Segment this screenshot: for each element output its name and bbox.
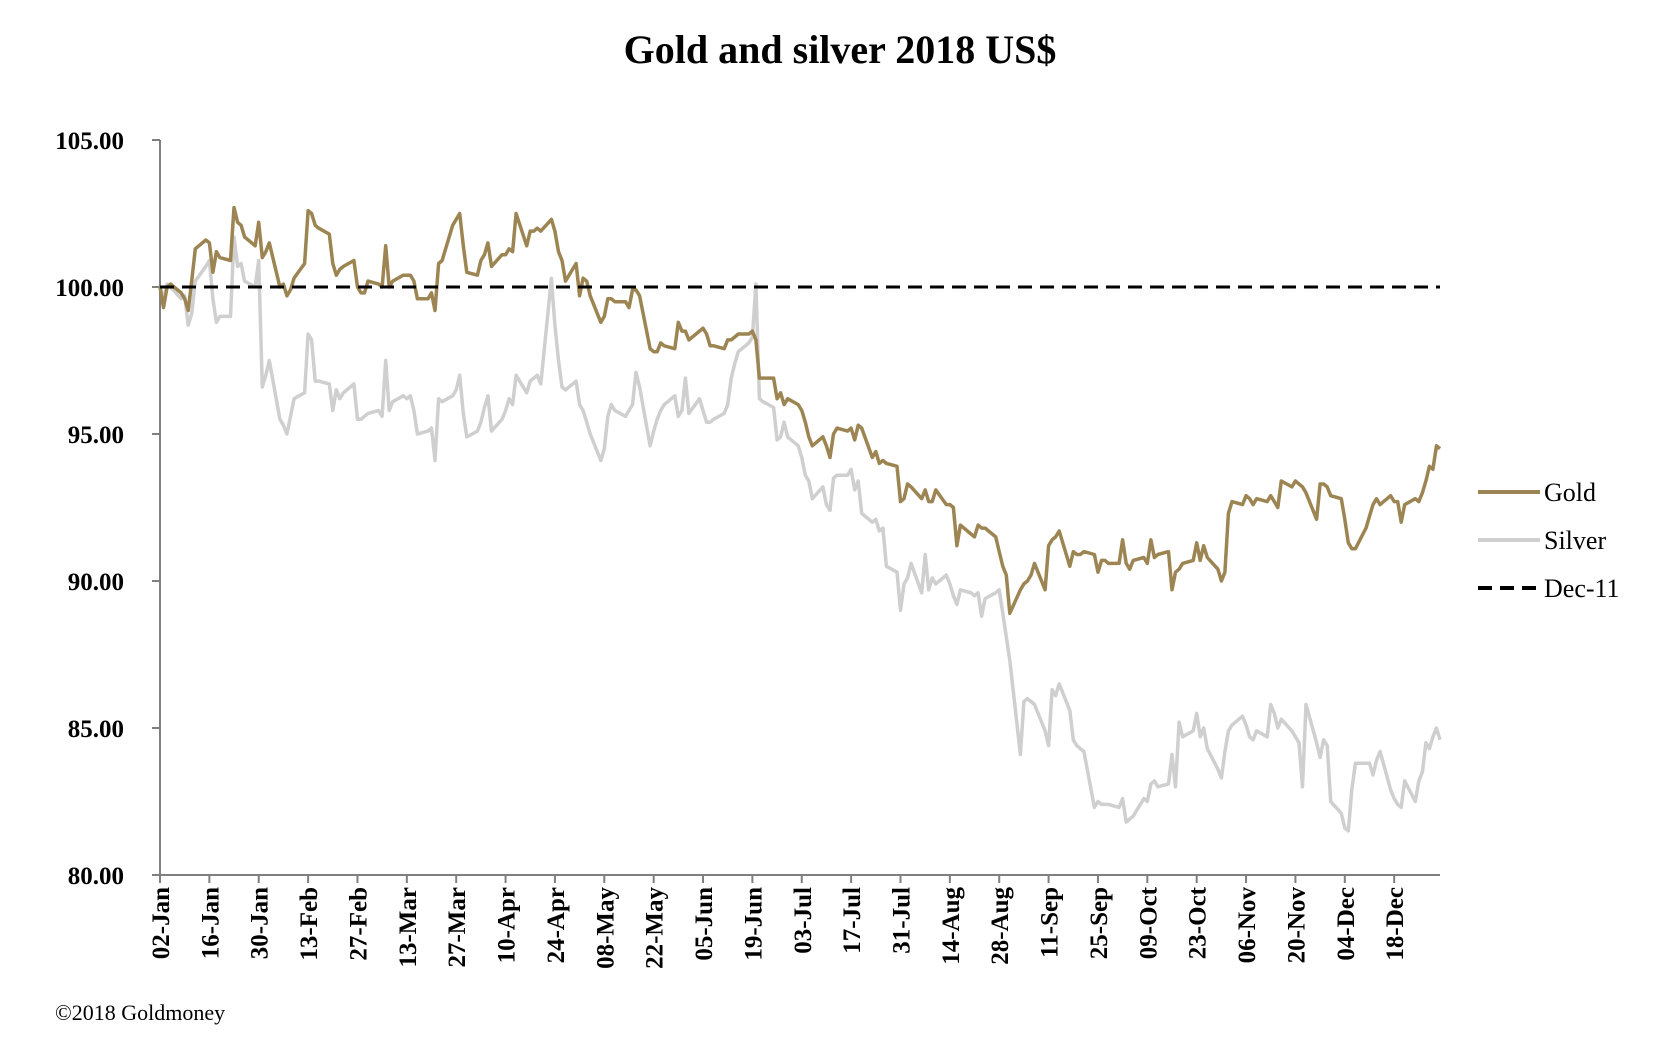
x-tick-label: 27-Feb — [345, 887, 372, 961]
legend-label: Gold — [1544, 478, 1596, 507]
x-tick-label: 25-Sep — [1086, 887, 1113, 959]
x-tick-label: 17-Jul — [839, 887, 866, 954]
y-tick-label: 105.00 — [55, 128, 124, 155]
x-tick-label: 31-Jul — [888, 887, 915, 954]
x-tick-label: 23-Oct — [1185, 886, 1212, 959]
x-tick-label: 28-Aug — [987, 887, 1014, 965]
x-tick-label: 18-Dec — [1382, 887, 1409, 961]
x-tick-label: 14-Aug — [938, 887, 965, 965]
x-axis: 02-Jan 16-Jan 30-Jan 13-Feb 27-Feb 13-Mar 27-M… — [148, 874, 1440, 969]
series-layer — [158, 205, 1442, 833]
x-tick-label: 19-Jun — [740, 887, 767, 961]
x-tick-label: 20-Nov — [1283, 887, 1310, 964]
x-tick-label: 05-Jun — [691, 887, 718, 961]
x-tick-label: 27-Mar — [444, 887, 471, 968]
x-tick-label: 06-Nov — [1234, 887, 1261, 964]
y-tick-label: 95.00 — [68, 422, 124, 449]
y-tick-label: 100.00 — [55, 275, 124, 302]
copyright-credit: ©2018 Goldmoney — [55, 1000, 225, 1025]
y-tick-label: 85.00 — [68, 716, 124, 743]
x-tick-label: 08-May — [592, 887, 619, 969]
chart-title: Gold and silver 2018 US$ — [624, 27, 1057, 72]
legend-label: Dec-11 — [1544, 574, 1620, 603]
y-tick-label: 90.00 — [68, 569, 124, 596]
x-tick-label: 04-Dec — [1333, 887, 1360, 961]
x-tick-label: 02-Jan — [148, 887, 175, 959]
x-tick-label: 11-Sep — [1037, 887, 1064, 958]
x-tick-label: 30-Jan — [247, 887, 274, 959]
series-line-gold — [158, 205, 1442, 616]
x-tick-label: 16-Jan — [197, 887, 224, 959]
x-tick-label: 24-Apr — [543, 887, 570, 963]
x-tick-label: 09-Oct — [1135, 886, 1162, 959]
y-axis: 105.00 100.00 95.00 90.00 85.00 80.00 — [55, 128, 161, 890]
y-tick-label: 80.00 — [68, 863, 124, 890]
legend: Gold Silver Dec-11 — [1478, 478, 1620, 603]
x-tick-label: 03-Jul — [790, 887, 817, 954]
x-tick-label: 22-May — [642, 887, 669, 969]
legend-label: Silver — [1544, 526, 1606, 555]
x-tick-label: 13-Feb — [296, 887, 323, 961]
series-line-silver — [158, 235, 1442, 833]
x-tick-label: 13-Mar — [395, 887, 422, 968]
x-tick-label: 10-Apr — [494, 887, 521, 963]
